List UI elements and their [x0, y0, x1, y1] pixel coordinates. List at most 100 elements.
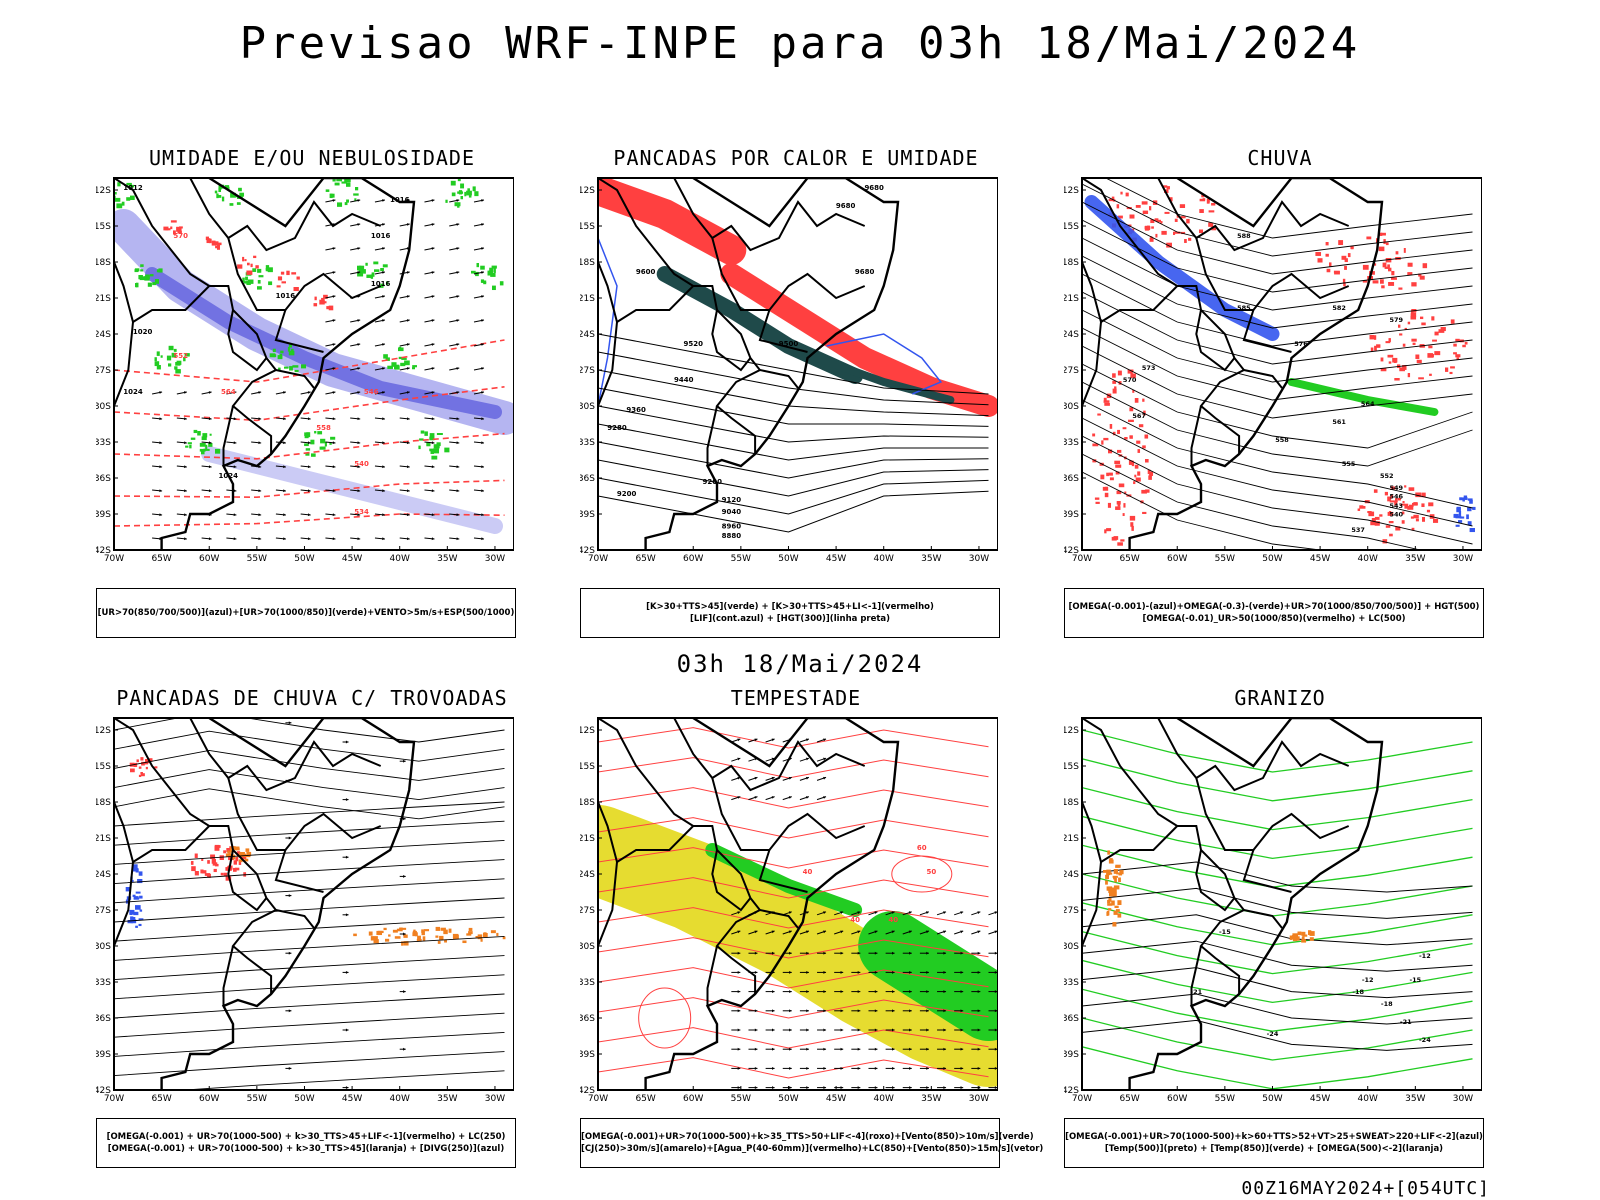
wind-vector-head: [994, 1009, 998, 1013]
rain-red: [1180, 216, 1186, 219]
thickness-contour: [205, 236, 209, 241]
lon-tick-label: 40W: [874, 554, 894, 564]
rain-red: [1376, 344, 1381, 348]
wind-vector-head: [481, 199, 484, 202]
low-humidity-contour: [205, 444, 208, 450]
contour-label: -15: [1219, 928, 1231, 936]
country-border: [1243, 369, 1283, 389]
low-humidity-contour: [201, 449, 205, 455]
main-title: Previsao WRF-INPE para 03h 18/Mai/2024: [239, 18, 1361, 69]
thickness-line: [114, 513, 505, 527]
lat-tick-label: 39S: [1064, 510, 1079, 520]
wind-vector-head: [977, 951, 981, 955]
low-humidity-contour: [420, 430, 425, 434]
rain-blue: [1467, 506, 1472, 512]
low-humidity-contour: [185, 445, 189, 448]
low-humidity-contour: [230, 192, 236, 198]
storm-red: [241, 855, 247, 860]
thickness-contour: [218, 242, 222, 246]
rain-red: [1385, 525, 1391, 528]
storm-orange: [422, 936, 426, 942]
low-humidity-contour: [187, 442, 192, 445]
rain-red: [1393, 359, 1397, 364]
wind-vector-head: [184, 513, 187, 517]
low-humidity-contour: [173, 348, 177, 352]
low-humidity-contour: [190, 437, 196, 440]
low-humidity-contour: [324, 442, 327, 447]
rain-red: [1415, 354, 1420, 359]
lon-tick-label: 70W: [104, 1094, 124, 1104]
rain-red: [1155, 233, 1158, 238]
omega-orange: [1111, 900, 1115, 906]
wind-vector-head: [908, 911, 912, 914]
wind-vector-head: [357, 537, 361, 541]
low-humidity-contour: [147, 282, 152, 287]
contour-label: 9680: [836, 202, 856, 210]
thickness-contour: [313, 303, 318, 307]
rain-red: [1421, 322, 1426, 326]
storm-orange: [448, 928, 452, 933]
rain-red: [1453, 343, 1457, 347]
rain-red: [1343, 282, 1346, 287]
low-humidity-contour: [136, 282, 139, 288]
wind-vector-head: [823, 1028, 827, 1032]
storm-red: [138, 766, 142, 769]
lat-tick-label: 33S: [580, 438, 595, 448]
rain-red: [1329, 262, 1332, 267]
contour-label: 534: [354, 508, 369, 516]
low-humidity-contour: [492, 285, 496, 291]
low-humidity-contour: [279, 353, 283, 358]
lon-tick-label: 30W: [1453, 554, 1473, 564]
panel-title: PANCADAS DE CHUVA C/ TROVOADAS: [116, 686, 508, 710]
wind-vector-head: [805, 738, 809, 742]
wind-vector-head: [332, 391, 336, 394]
country-border: [132, 825, 210, 863]
low-humidity-contour: [280, 350, 284, 354]
rain-red: [1398, 287, 1403, 290]
low-humidity-contour: [171, 352, 176, 358]
precipitable-water-contour: [598, 907, 989, 929]
lat-tick-label: 30S: [96, 942, 111, 952]
storm-red: [233, 867, 237, 872]
contour-label: 564: [221, 388, 236, 396]
wind-vector-head: [382, 441, 385, 445]
lon-tick-label: 50W: [294, 1094, 314, 1104]
storm-red: [140, 757, 144, 761]
low-humidity-contour: [193, 429, 198, 434]
contour-label: 40: [888, 916, 898, 924]
precipitable-water-contour: [598, 1027, 989, 1049]
thickness-contour: [215, 245, 219, 249]
wind-vector-head: [926, 951, 929, 955]
rain-red: [1130, 522, 1134, 527]
rain-red: [1407, 272, 1413, 276]
rain-red: [1103, 397, 1107, 403]
rain-red: [1379, 514, 1383, 517]
wind-vector-head: [357, 391, 361, 394]
wind-vector-head: [754, 951, 758, 955]
wind-vector-head: [403, 1047, 406, 1051]
map-frame: [113, 717, 514, 1091]
storm-red: [225, 876, 232, 881]
lat-tick-label: 36S: [1064, 474, 1079, 484]
temp850-contour: [1082, 786, 1473, 831]
low-humidity-contour: [292, 365, 299, 368]
wind-850-green: [705, 843, 863, 917]
wind-vector-head: [823, 1086, 827, 1090]
rain-red: [1104, 403, 1110, 406]
low-humidity-contour: [435, 446, 440, 449]
low-humidity-contour: [358, 265, 365, 271]
rain-red: [1117, 429, 1120, 435]
low-humidity-contour: [310, 439, 315, 445]
low-humidity-contour: [320, 438, 326, 444]
low-humidity-contour: [224, 185, 230, 189]
lon-tick-label: 55W: [731, 554, 751, 564]
storm-orange: [423, 929, 430, 932]
rain-red: [1142, 398, 1145, 402]
low-humidity-contour: [378, 285, 384, 288]
rain-red: [1115, 464, 1122, 468]
low-humidity-contour: [288, 350, 295, 356]
low-humidity-contour: [221, 196, 225, 202]
map-pancadas: 9680 9680 9680 9600 9520 9440 9360 9280 9200 9120…: [580, 177, 998, 564]
rain-red: [1434, 331, 1439, 336]
streamline: [114, 788, 505, 820]
